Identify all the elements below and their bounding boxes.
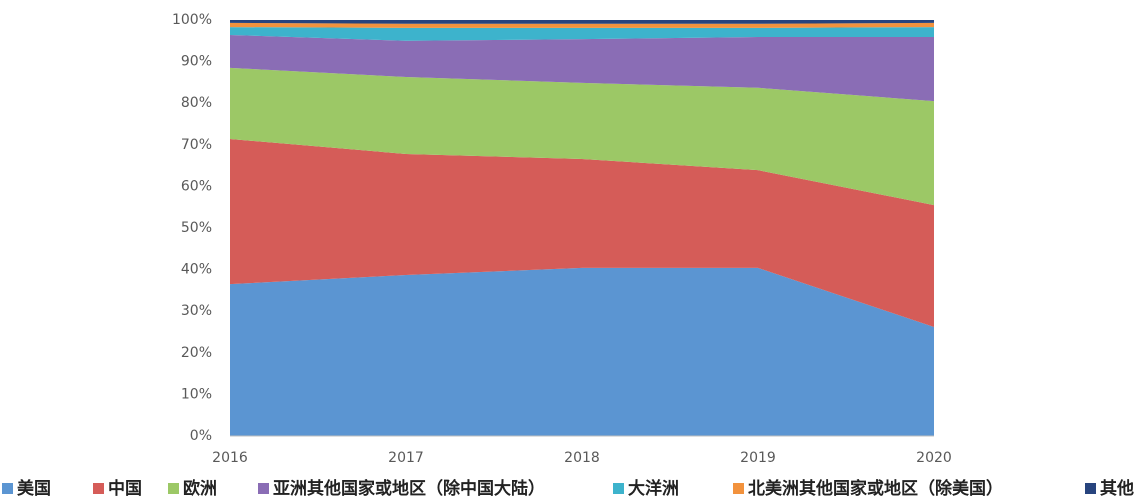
area	[230, 67, 934, 206]
legend-swatch	[258, 483, 269, 494]
legend-swatch	[613, 483, 624, 494]
x-tick-label: 2017	[388, 450, 424, 466]
x-tick-label: 2020	[916, 450, 952, 466]
legend-swatch	[2, 483, 13, 494]
y-tick-label: 20%	[181, 345, 212, 361]
area	[230, 22, 934, 28]
legend-swatch	[168, 483, 179, 494]
legend-swatch	[733, 483, 744, 494]
y-tick-label: 30%	[181, 303, 212, 319]
y-tick-label: 0%	[190, 428, 212, 444]
x-tick-label: 2016	[212, 450, 248, 466]
y-tick-label: 50%	[181, 220, 212, 236]
legend-swatch	[93, 483, 104, 494]
legend-label: 北美洲其他国家或地区（除美国）	[748, 478, 1003, 499]
y-tick-label: 90%	[181, 54, 212, 70]
area	[230, 34, 934, 102]
area	[230, 27, 934, 41]
x-tick-label: 2018	[564, 450, 600, 466]
y-tick-label: 80%	[181, 95, 212, 111]
area	[230, 138, 934, 328]
legend-swatch	[1085, 483, 1096, 494]
legend-label: 欧洲	[183, 478, 217, 499]
area	[230, 267, 934, 436]
y-tick-label: 70%	[181, 137, 212, 153]
y-tick-label: 40%	[181, 262, 212, 278]
legend-label: 亚洲其他国家或地区（除中国大陆）	[273, 478, 545, 499]
legend-label: 中国	[108, 478, 142, 499]
y-tick-label: 10%	[181, 386, 212, 402]
y-tick-label: 60%	[181, 178, 212, 194]
area	[230, 20, 934, 24]
x-tick-label: 2019	[740, 450, 776, 466]
y-tick-label: 100%	[172, 12, 212, 28]
legend-label: 美国	[17, 478, 51, 499]
legend-label: 其他	[1100, 478, 1134, 499]
legend-label: 大洋洲	[628, 478, 679, 499]
